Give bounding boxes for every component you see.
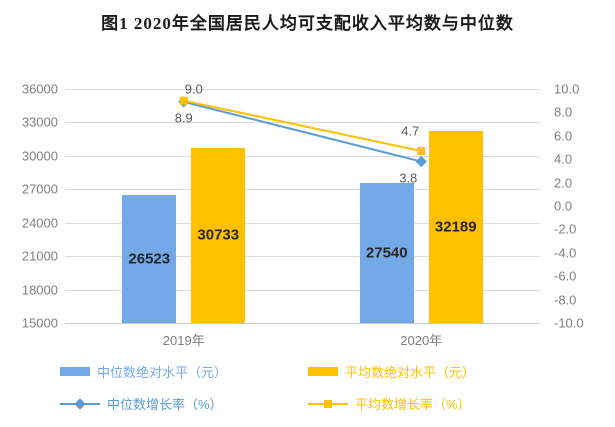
y-axis-right-tick-label: 0.0: [554, 198, 573, 214]
y-axis-left-tick-label: 27000: [21, 181, 58, 197]
y-axis-right-tick-label: 8.0: [554, 104, 573, 120]
bar-value-label: 32189: [434, 218, 477, 236]
y-axis-right-tick-label: -10.0: [554, 315, 584, 331]
bar-value-label: 27540: [365, 244, 408, 262]
gridline: [65, 222, 540, 224]
bar-median: [122, 194, 177, 323]
legend-item: 中位数增长率（%）: [60, 394, 308, 413]
bar-average: [191, 147, 246, 323]
y-axis-left-tick-label: 36000: [21, 81, 58, 97]
y-axis-left-tick-label: 24000: [21, 215, 58, 231]
bar-median: [359, 183, 414, 323]
point-value-label: 9.0: [184, 81, 203, 97]
legend-label: 平均数增长率（%）: [355, 397, 471, 412]
point-value-label: 8.9: [174, 110, 193, 126]
point-value-label: 3.8: [399, 170, 418, 186]
legend-diamond-icon: [74, 397, 86, 410]
bar-value-label: 30733: [197, 226, 240, 244]
line-average-growth: [183, 99, 422, 152]
gridline: [65, 256, 540, 258]
x-axis-category-label: 2020年: [400, 333, 443, 348]
gridline: [65, 289, 540, 291]
legend-square-icon: [324, 399, 332, 408]
gridline: [65, 323, 540, 324]
legend-item: 中位数绝对水平（元）: [60, 362, 308, 381]
y-axis-left-tick-label: 21000: [21, 248, 58, 264]
y-axis-right-tick-label: 2.0: [554, 175, 573, 191]
y-axis-right-tick-label: -2.0: [554, 221, 577, 237]
gridline: [65, 189, 540, 191]
legend: 中位数绝对水平（元） 平均数绝对水平（元） 中位数增长率（%） 平均数增长率（%）: [60, 362, 550, 413]
diamond-marker: [415, 155, 427, 168]
square-marker: [417, 147, 426, 156]
chart-title: 图1 2020年全国居民人均可支配收入平均数与中位数: [101, 14, 514, 33]
point-value-label: 4.7: [401, 123, 420, 139]
legend-bar-swatch: [308, 367, 338, 376]
y-axis-right-tick-label: 10.0: [554, 81, 580, 97]
y-axis-right-tick-label: -8.0: [554, 292, 577, 308]
growth-rate-lines: [178, 96, 427, 168]
y-axis-right-tick-label: -4.0: [554, 245, 577, 261]
gridline: [65, 122, 540, 124]
legend-item: 平均数增长率（%）: [308, 394, 550, 413]
y-axis-right-tick-label: 4.0: [554, 151, 573, 167]
y-axis-left-tick-label: 33000: [21, 114, 58, 130]
bar-average: [428, 131, 483, 323]
legend-item: 平均数绝对水平（元）: [308, 362, 550, 381]
y-axis-right-tick-label: 6.0: [554, 128, 573, 144]
legend-bar-swatch: [60, 367, 90, 376]
bar-value-label: 26523: [128, 250, 171, 268]
square-marker: [179, 96, 188, 105]
legend-label: 平均数绝对水平（元）: [345, 365, 476, 380]
y-axis-right-tick-label: -6.0: [554, 268, 577, 284]
y-axis-left-tick-label: 30000: [21, 148, 58, 164]
line-median-growth: [183, 100, 422, 163]
x-axis-category-label: 2019年: [162, 333, 205, 348]
legend-label: 中位数增长率（%）: [107, 397, 223, 412]
legend-line-swatch: [60, 397, 100, 410]
gridline: [65, 155, 540, 157]
gridline: [65, 89, 540, 90]
y-axis-left-tick-label: 18000: [21, 282, 58, 298]
legend-line-swatch: [308, 399, 348, 409]
legend-label: 中位数绝对水平（元）: [97, 365, 228, 380]
y-axis-left-tick-label: 15000: [21, 315, 58, 331]
